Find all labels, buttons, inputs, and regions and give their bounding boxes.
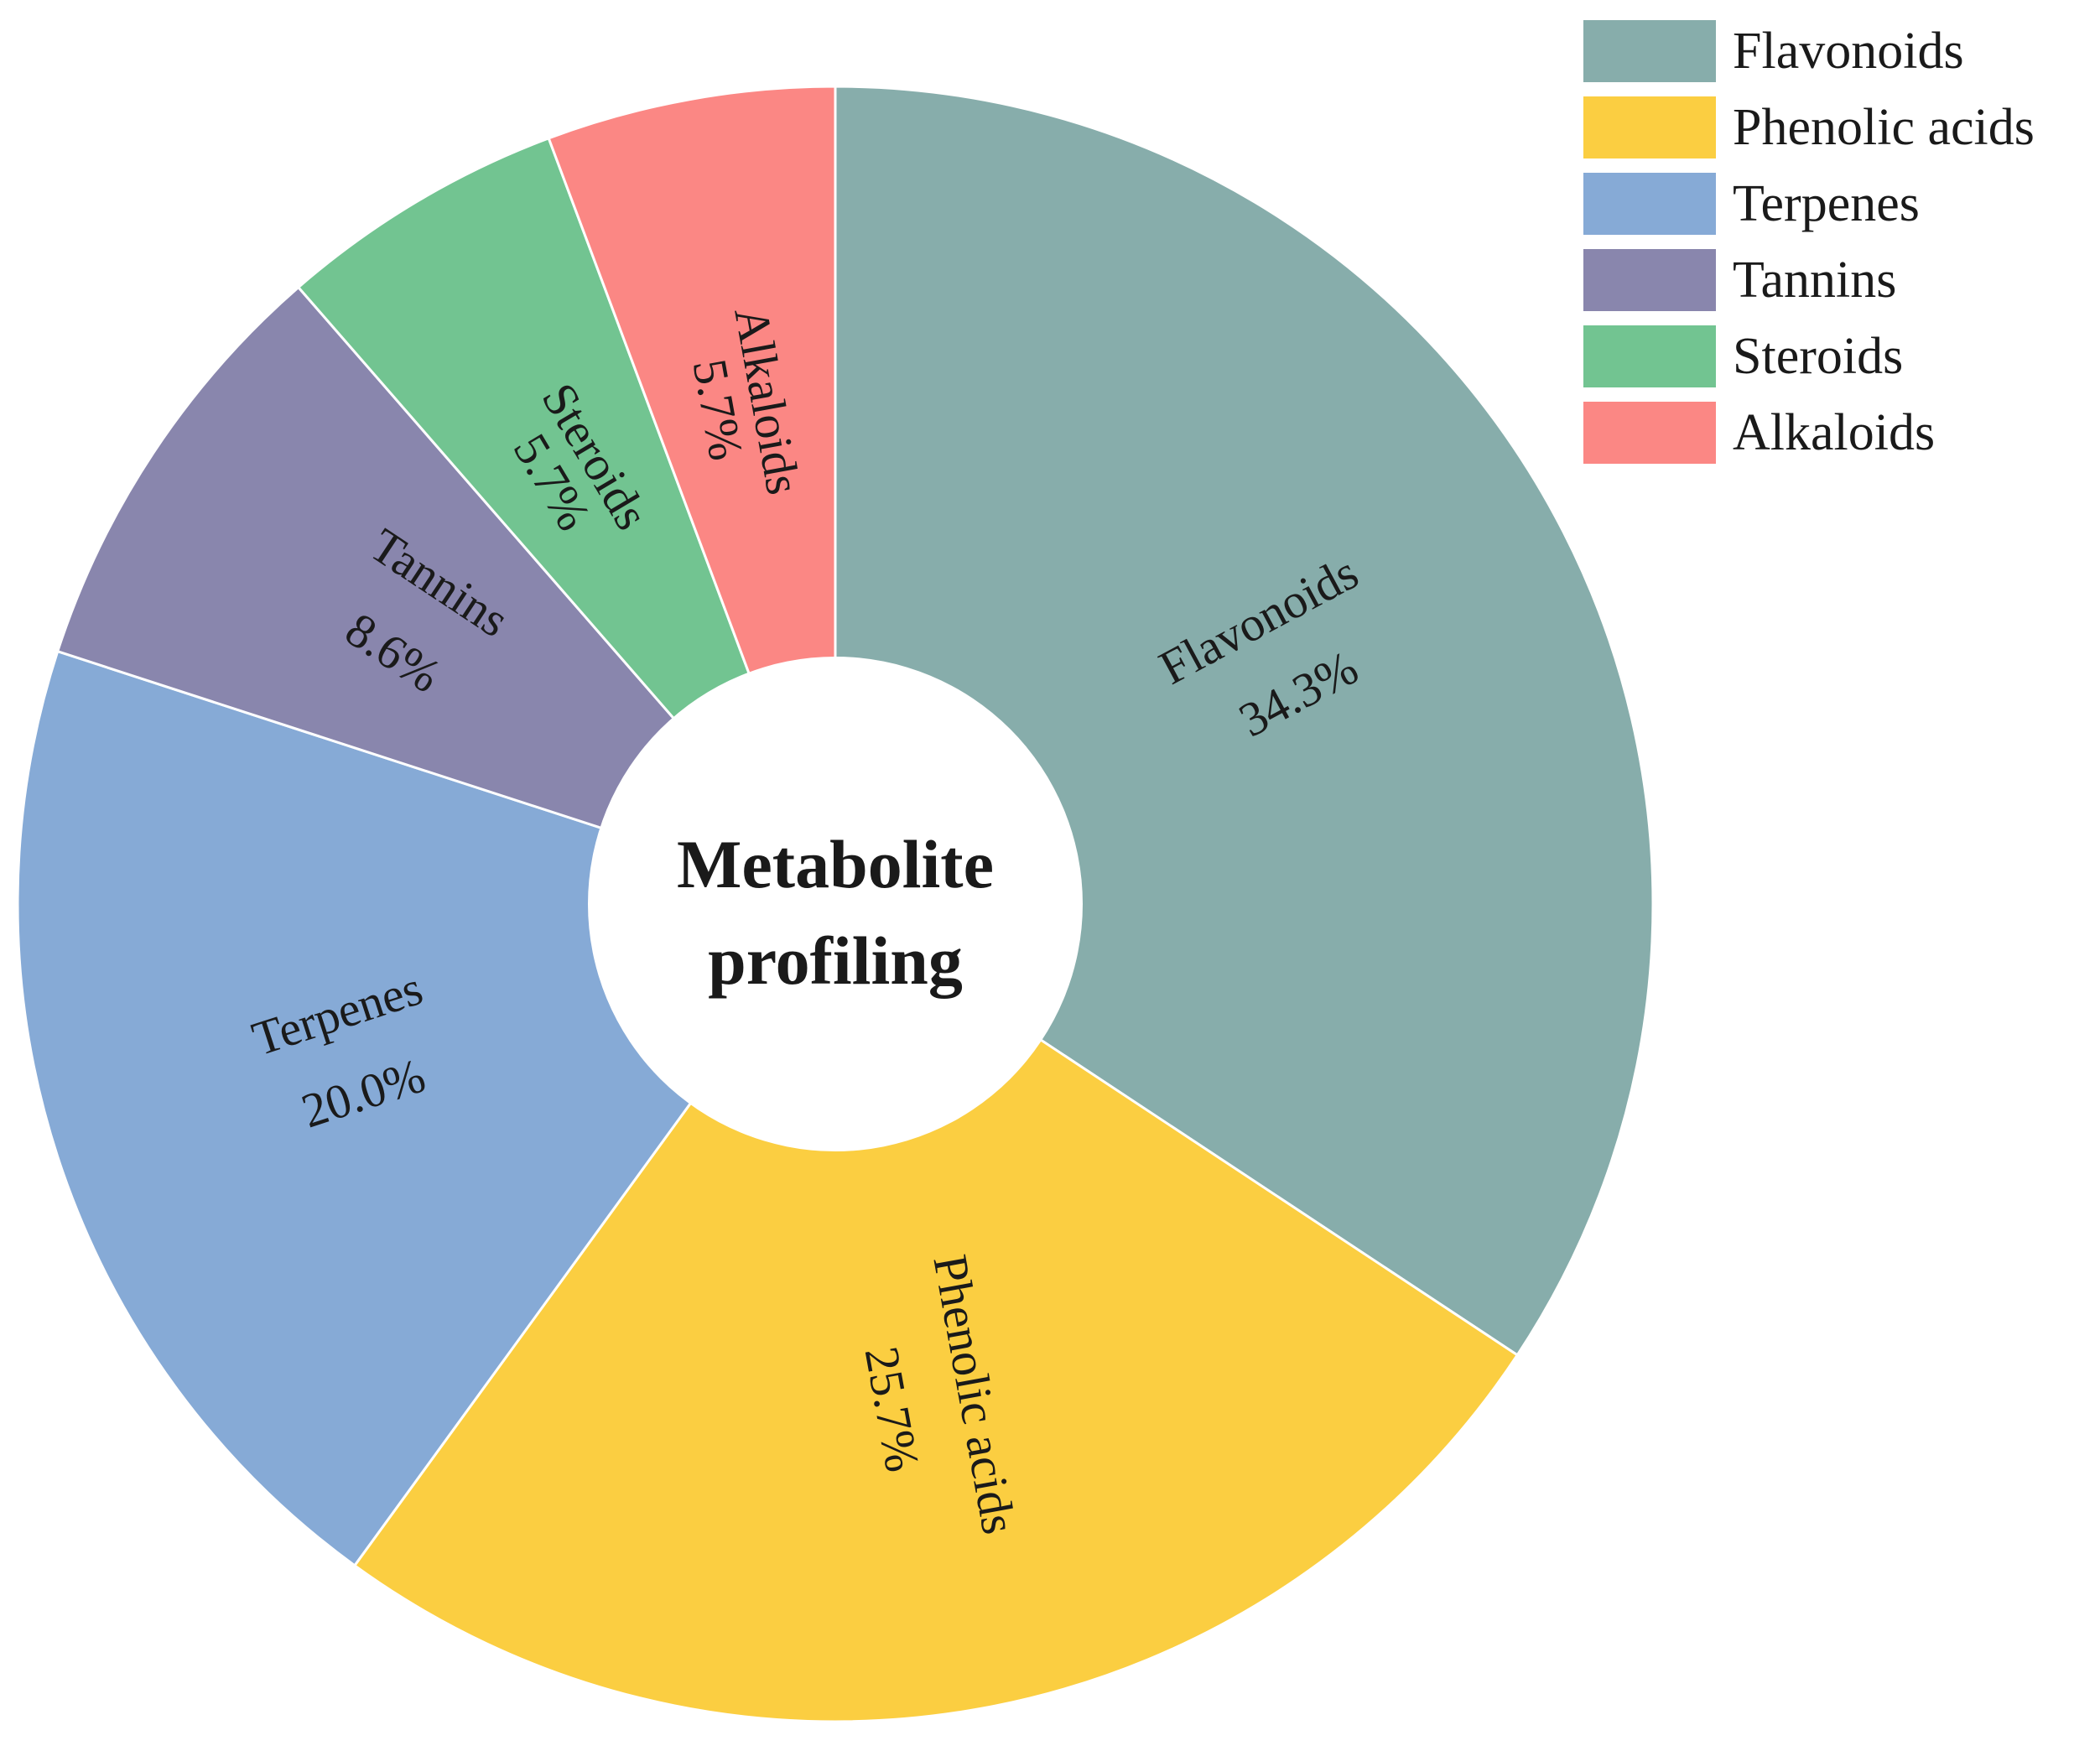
center-hole xyxy=(588,657,1083,1151)
legend-label: Alkaloids xyxy=(1733,404,1935,461)
legend-swatch-alkaloids xyxy=(1583,402,1716,464)
legend-swatch-phenolic-acids xyxy=(1583,96,1716,158)
center-title-line-2: profiling xyxy=(708,922,963,999)
legend-label: Terpenes xyxy=(1733,175,1920,232)
center-title-line-1: Metabolite xyxy=(677,826,994,902)
legend-swatch-tannins xyxy=(1583,249,1716,311)
legend-label: Flavonoids xyxy=(1733,23,1964,80)
legend-swatch-terpenes xyxy=(1583,173,1716,235)
legend-label: Tannins xyxy=(1733,252,1896,309)
legend-label: Steroids xyxy=(1733,328,1903,385)
legend-swatch-steroids xyxy=(1583,325,1716,387)
legend: Flavonoids Phenolic acids Terpenes Tannins S… xyxy=(1583,20,2035,464)
legend-label: Phenolic acids xyxy=(1733,99,2035,156)
slice-phenolic-acids xyxy=(352,901,1520,1723)
legend-swatch-flavonoids xyxy=(1583,20,1716,82)
slice-tannins xyxy=(55,285,839,907)
